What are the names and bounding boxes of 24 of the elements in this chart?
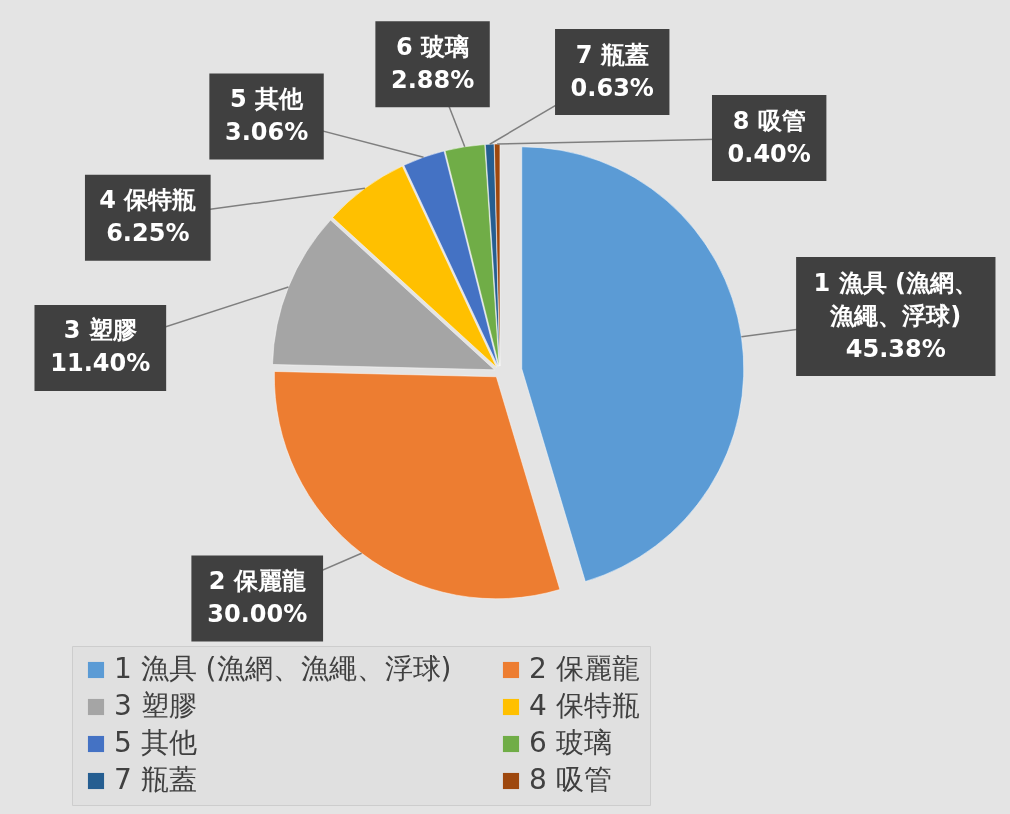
data-label: 11.40% [50, 349, 151, 378]
data-label: 3.06% [224, 117, 309, 146]
slice-label: 2 保麗龍 [208, 566, 306, 595]
data-label: 45.38% [845, 334, 946, 363]
slice-label: 6 玻璃 [396, 32, 470, 61]
data-label: 30.00% [207, 599, 308, 628]
legend-label: 7 瓶蓋 [114, 763, 197, 796]
slice-label: 3 塑膠 [63, 316, 138, 345]
data-label: 0.40% [727, 139, 811, 168]
legend-label: 8 吸管 [529, 763, 612, 796]
slice-label: 4 保特瓶 [99, 186, 197, 215]
data-label: 6.25% [106, 219, 190, 248]
slice-label: 5 其他 [230, 84, 305, 113]
slice-label: 1 漁具 (漁網、漁繩、浮球) [813, 268, 978, 330]
data-label: 2.88% [390, 65, 475, 94]
slice-label: 7 瓶蓋 [575, 40, 649, 69]
data-label: 0.63% [570, 73, 654, 102]
legend-label: 4 保特瓶 [529, 689, 640, 722]
legend-label: 6 玻璃 [529, 726, 612, 759]
slice-label: 8 吸管 [732, 106, 806, 135]
legend-label: 3 塑膠 [114, 689, 197, 722]
legend-label: 1 漁具 (漁網、漁繩、浮球) [114, 652, 452, 685]
legend-label: 5 其他 [114, 726, 197, 759]
legend-label: 2 保麗龍 [529, 652, 640, 685]
